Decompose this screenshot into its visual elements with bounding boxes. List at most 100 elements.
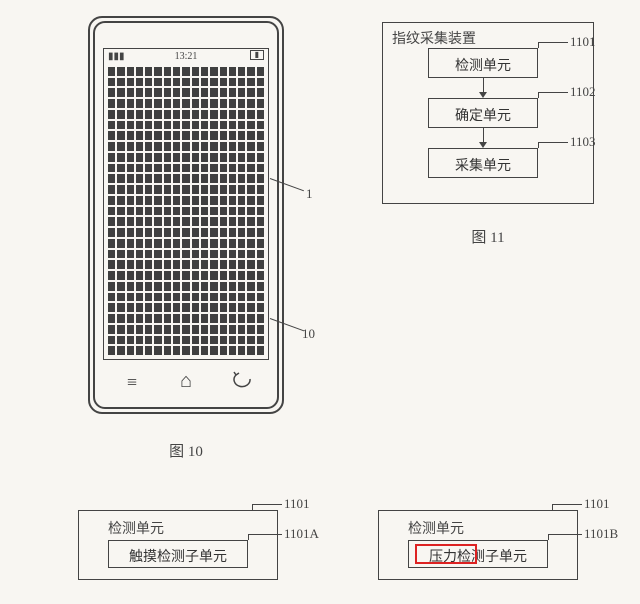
grid-cell [220,228,227,237]
grid-cell [154,196,161,205]
subR-num: 1101 [584,496,610,512]
grid-cell [117,88,124,97]
grid-cell [108,110,115,119]
grid-cell [210,207,217,216]
grid-cell [117,260,124,269]
grid-cell [192,153,199,162]
grid-cell [229,99,236,108]
grid-cell [108,207,115,216]
grid-cell [247,325,254,334]
grid-cell [220,346,227,355]
grid-cell [201,121,208,130]
grid-cell [127,325,134,334]
grid-cell [182,99,189,108]
grid-cell [220,196,227,205]
fig11-unit3-num: 1103 [570,134,596,150]
grid-cell [201,260,208,269]
grid-cell [201,99,208,108]
grid-cell [108,217,115,226]
grid-cell [173,174,180,183]
grid-cell [210,325,217,334]
grid-cell [238,99,245,108]
grid-cell [154,153,161,162]
grid-cell [201,282,208,291]
grid-cell [247,293,254,302]
grid-cell [173,239,180,248]
fig11-unit2-label: 确定单元 [455,109,511,124]
grid-cell [229,196,236,205]
grid-cell [229,207,236,216]
grid-cell [201,303,208,312]
grid-cell [164,99,171,108]
grid-cell [182,314,189,323]
grid-cell [257,346,264,355]
grid-cell [210,260,217,269]
grid-cell [127,314,134,323]
grid-cell [117,67,124,76]
sensor-grid [108,67,264,355]
grid-cell [238,164,245,173]
grid-cell [108,131,115,140]
grid-cell [229,110,236,119]
grid-cell [108,336,115,345]
grid-cell [192,293,199,302]
grid-cell [192,110,199,119]
grid-cell [257,131,264,140]
grid-cell [229,271,236,280]
grid-cell [229,121,236,130]
fig11-caption: 图 11 [382,226,594,247]
grid-cell [173,336,180,345]
grid-cell [182,207,189,216]
grid-cell [229,153,236,162]
grid-cell [201,88,208,97]
grid-cell [210,131,217,140]
grid-cell [201,314,208,323]
grid-cell [210,99,217,108]
grid-cell [136,228,143,237]
grid-cell [220,207,227,216]
grid-cell [201,228,208,237]
grid-cell [210,153,217,162]
grid-cell [117,314,124,323]
grid-cell [182,271,189,280]
grid-cell [145,164,152,173]
grid-cell [117,250,124,259]
grid-cell [117,228,124,237]
grid-cell [108,260,115,269]
grid-cell [173,325,180,334]
grid-cell [173,250,180,259]
grid-cell [117,217,124,226]
grid-cell [220,88,227,97]
fig11-unit1: 检测单元 [428,48,538,78]
grid-cell [238,325,245,334]
grid-cell [247,196,254,205]
grid-cell [164,336,171,345]
grid-cell [192,121,199,130]
grid-cell [164,131,171,140]
grid-cell [127,142,134,151]
grid-cell [136,282,143,291]
grid-cell [210,314,217,323]
subL-child-label: 触摸检测子单元 [129,550,227,565]
grid-cell [220,174,227,183]
nav-back-icon [228,370,258,393]
grid-cell [192,131,199,140]
grid-cell [229,174,236,183]
grid-cell [127,88,134,97]
grid-cell [201,336,208,345]
grid-cell [145,78,152,87]
grid-cell [117,142,124,151]
grid-cell [154,228,161,237]
grid-cell [164,260,171,269]
grid-cell [117,78,124,87]
grid-cell [192,325,199,334]
grid-cell [182,196,189,205]
grid-cell [201,325,208,334]
grid-cell [229,142,236,151]
grid-cell [173,142,180,151]
grid-cell [201,110,208,119]
fig11-unit3: 采集单元 [428,148,538,178]
phone-screen: ▮▮▮ 13:21 ▮ [103,48,269,360]
grid-cell [145,185,152,194]
grid-cell [108,121,115,130]
